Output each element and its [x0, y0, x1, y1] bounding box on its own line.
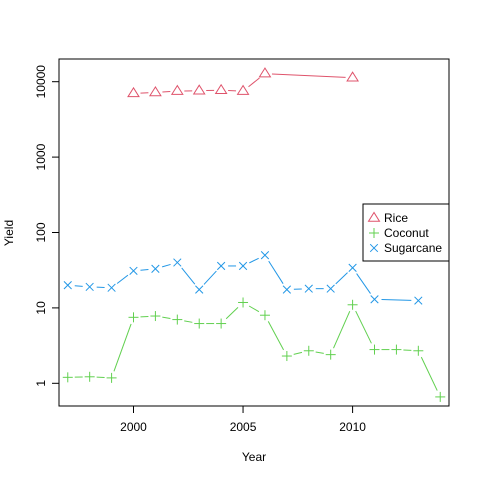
coconut-line-segment [355, 310, 372, 344]
y-tick-label: 1 [34, 380, 48, 387]
coconut-point [303, 345, 314, 356]
rice-line-segment [248, 77, 260, 88]
sugarcane-point [260, 251, 270, 260]
coconut-point [216, 318, 227, 329]
coconut-line-segment [113, 323, 132, 372]
sugarcane-point [173, 258, 182, 267]
sugarcane-point [151, 264, 160, 273]
sugarcane-line-segment [181, 267, 196, 285]
sugarcane-line-segment [116, 274, 129, 284]
sugarcane-point [370, 295, 379, 304]
coconut-line-segment [225, 306, 239, 320]
sugarcane-line-segment [249, 257, 259, 264]
x-tick-label: 2010 [339, 420, 366, 434]
coconut-point [413, 345, 424, 356]
sugarcane-point [326, 284, 335, 293]
y-axis-label: Yield [2, 220, 16, 246]
y-tick-label: 100 [34, 222, 48, 242]
coconut-line-segment [315, 351, 324, 354]
coconut-point [238, 297, 249, 308]
legend-item-rice: Rice [367, 211, 408, 225]
legend-item-sugarcane: Sugarcane [369, 241, 442, 255]
rice-point [346, 71, 359, 82]
x-axis: 2000 2005 2010 [120, 405, 366, 434]
coconut-point [325, 349, 336, 360]
sugarcane-line-segment [268, 260, 284, 284]
coconut-point [128, 312, 139, 323]
sugarcane-line-segment [335, 272, 348, 285]
legend-label: Coconut [384, 226, 429, 240]
sugarcane-point [414, 296, 423, 305]
series-layer [62, 67, 446, 402]
sugarcane-point [238, 261, 248, 271]
rice-point [258, 67, 272, 78]
legend-label: Sugarcane [384, 241, 442, 255]
coconut-point [84, 371, 95, 382]
legend-marker-coconut [369, 228, 379, 238]
y-tick-label: 10000 [34, 65, 48, 99]
sugarcane-point [85, 282, 94, 292]
sugarcane-point [63, 281, 72, 290]
legend-marker-sugarcane [369, 243, 379, 253]
series-sugarcane [63, 251, 423, 305]
x-tick-label: 2000 [120, 420, 147, 434]
legend-label: Rice [384, 211, 408, 225]
coconut-point [62, 372, 73, 383]
coconut-line-segment [420, 356, 438, 391]
y-tick-label: 10 [34, 301, 48, 315]
rice-point [214, 83, 228, 95]
sugarcane-point [107, 283, 116, 292]
sugarcane-point [195, 285, 204, 294]
coconut-point [259, 310, 270, 321]
coconut-line-segment [267, 321, 284, 351]
coconut-point [106, 372, 117, 383]
sugarcane-line-segment [381, 299, 412, 301]
sugarcane-line-segment [140, 268, 149, 271]
sugarcane-point [129, 266, 138, 276]
sugarcane-point [348, 263, 357, 272]
sugarcane-point [304, 284, 313, 293]
coconut-point [194, 318, 205, 329]
rice-point [170, 84, 184, 95]
y-axis: 1 10 100 1000 10000 [34, 65, 60, 387]
sugarcane-line-segment [161, 263, 171, 268]
rice-point [149, 86, 162, 97]
x-tick-label: 2005 [230, 420, 257, 434]
coconut-point [150, 311, 161, 322]
coconut-point [347, 299, 358, 310]
coconut-point [172, 314, 183, 325]
sugarcane-line-segment [74, 285, 83, 287]
coconut-point [281, 351, 292, 362]
legend-item-coconut: Coconut [369, 226, 429, 240]
sugarcane-point [216, 261, 226, 271]
legend-marker-rice [367, 211, 381, 222]
sugarcane-point [282, 285, 292, 294]
rice-point [127, 86, 140, 98]
series-rice [127, 67, 359, 98]
rice-point [192, 84, 206, 95]
coconut-line-segment [162, 316, 171, 319]
coconut-line-segment [248, 305, 260, 313]
sugarcane-line-segment [203, 270, 217, 285]
coconut-point [391, 344, 402, 355]
y-tick-label: 1000 [34, 143, 48, 170]
rice-line-segment [271, 73, 346, 78]
series-coconut [62, 297, 446, 402]
coconut-line-segment [333, 310, 351, 349]
coconut-point [369, 344, 380, 355]
coconut-point [435, 391, 446, 402]
sugarcane-line-segment [356, 273, 371, 294]
rice-point [236, 84, 250, 95]
x-axis-label: Year [242, 450, 266, 464]
coconut-line-segment [184, 320, 193, 323]
coconut-line-segment [293, 351, 303, 355]
